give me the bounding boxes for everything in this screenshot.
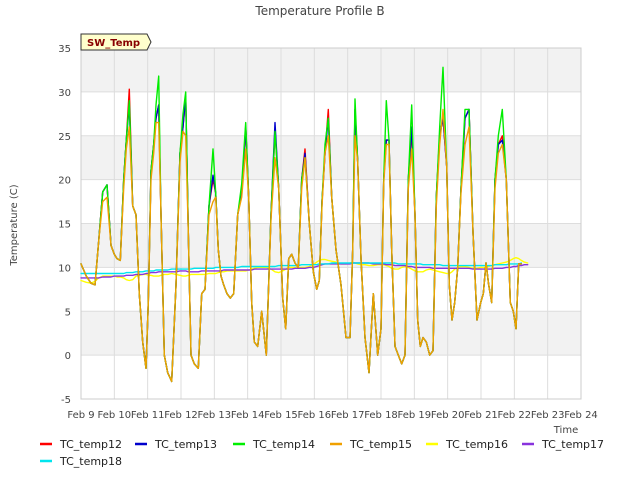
x-tick-label: Feb 20 bbox=[431, 410, 465, 421]
annotation-label: SW_Temp bbox=[87, 38, 140, 49]
x-tick-label: Feb 19 bbox=[398, 410, 432, 421]
series-line-TC_temp16 bbox=[80, 257, 529, 284]
band bbox=[81, 355, 581, 399]
legend-item: TC_temp18 bbox=[40, 455, 122, 468]
background-bands bbox=[81, 48, 581, 399]
y-axis-label: Temperature (C) bbox=[9, 184, 20, 266]
x-tick-label: Feb 13 bbox=[198, 410, 232, 421]
legend-label: TC_temp18 bbox=[59, 455, 122, 468]
series-lines bbox=[80, 66, 529, 383]
x-tick-label: Feb 15 bbox=[264, 410, 298, 421]
y-tick-label: 10 bbox=[58, 263, 71, 274]
y-tick-label: 25 bbox=[58, 132, 71, 143]
legend-label: TC_temp12 bbox=[59, 438, 122, 451]
y-tick-label: 0 bbox=[65, 351, 71, 362]
y-tick-label: 20 bbox=[58, 176, 71, 187]
band bbox=[81, 267, 581, 312]
x-tick-label: Feb 14 bbox=[231, 410, 265, 421]
legend-label: TC_temp14 bbox=[252, 438, 315, 451]
x-tick-label: Feb 11 bbox=[131, 410, 165, 421]
x-tick-label: Feb 21 bbox=[464, 410, 498, 421]
x-tick-label: Feb 24 bbox=[564, 410, 598, 421]
legend-item: TC_temp13 bbox=[135, 438, 217, 451]
legend-item: TC_temp12 bbox=[40, 438, 122, 451]
x-axis-label: Time bbox=[553, 425, 578, 436]
y-tick-label: 15 bbox=[58, 220, 71, 231]
x-axis-ticks: Feb 9 Feb 10 Feb 11 Feb 12 Feb 13 Feb 14 Feb 1… bbox=[67, 410, 597, 421]
band bbox=[81, 223, 581, 268]
x-tick-label: Feb 9 bbox=[67, 410, 94, 421]
annotation-box: SW_Temp bbox=[80, 33, 152, 51]
legend-label: TC_temp16 bbox=[445, 438, 508, 451]
legend-label: TC_temp15 bbox=[349, 438, 412, 451]
y-tick-label: 35 bbox=[58, 44, 71, 55]
plot-frame bbox=[80, 47, 582, 400]
x-tick-label: Feb 17 bbox=[331, 410, 365, 421]
y-tick-label: -5 bbox=[61, 395, 71, 406]
band bbox=[81, 91, 581, 136]
legend-label: TC_temp17 bbox=[541, 438, 604, 451]
x-tick-label: Feb 10 bbox=[98, 410, 132, 421]
annotation-box-shape bbox=[80, 33, 152, 51]
legend-item: TC_temp15 bbox=[330, 438, 412, 451]
legend-item: TC_temp17 bbox=[522, 438, 604, 451]
legend-item: TC_temp14 bbox=[233, 438, 315, 451]
y-axis-ticks: -5 0 5 10 15 20 25 30 35 bbox=[58, 44, 71, 406]
series-line-TC_temp15 bbox=[80, 108, 522, 383]
x-tick-label: Feb 22 bbox=[498, 410, 532, 421]
band bbox=[81, 311, 581, 356]
band bbox=[81, 48, 581, 92]
x-tick-label: Feb 23 bbox=[531, 410, 565, 421]
series-line-TC_temp17 bbox=[80, 262, 529, 279]
x-tick-label: Feb 16 bbox=[298, 410, 332, 421]
legend-label: TC_temp13 bbox=[154, 438, 217, 451]
x-tick-label: Feb 18 bbox=[364, 410, 398, 421]
y-tick-label: 5 bbox=[65, 307, 71, 318]
x-tick-label: Feb 12 bbox=[164, 410, 198, 421]
y-tick-label: 30 bbox=[58, 88, 71, 99]
legend-item: TC_temp16 bbox=[426, 438, 508, 451]
chart-title: Temperature Profile B bbox=[254, 4, 384, 18]
legend: TC_temp12 TC_temp13 TC_temp14 TC_temp15 TC_t… bbox=[40, 438, 604, 468]
series-line-TC_temp18 bbox=[80, 262, 522, 275]
